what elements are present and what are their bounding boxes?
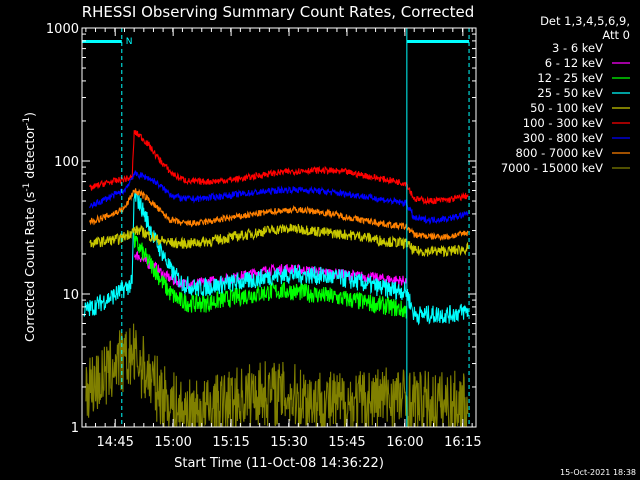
- series-line-1: [133, 265, 407, 350]
- flag-label: N: [126, 37, 133, 47]
- y-axis-label-part-1: Corrected Count Rate (s: [22, 192, 37, 342]
- chart-title: RHESSI Observing Summary Count Rates, Co…: [82, 3, 475, 21]
- series-line-6: [89, 130, 469, 206]
- series-line-3: [133, 232, 407, 319]
- y-axis-label: Corrected Count Rate (s-1 detector-1): [22, 112, 37, 342]
- legend-label: 25 - 50 keV: [537, 86, 603, 100]
- legend-label: 300 - 800 keV: [523, 131, 603, 145]
- x-tick-label: 15:30: [270, 435, 307, 450]
- series-line-8: [89, 188, 469, 241]
- y-axis-label-sup-1: -1: [22, 183, 32, 192]
- y-axis-label-part-2: detector: [22, 125, 37, 183]
- legend-label: 100 - 300 keV: [523, 116, 603, 130]
- x-tick-label: 14:45: [96, 435, 133, 450]
- x-tick-label: 16:00: [386, 435, 423, 450]
- x-tick-label: 15:15: [212, 435, 249, 450]
- series-line-4: [83, 191, 469, 326]
- y-tick-label: 1: [71, 421, 79, 436]
- x-axis: 14:45 15:00 15:15 15:30 15:45 16:00 16:15: [85, 28, 482, 450]
- x-axis-label: Start Time (11-Oct-08 14:36:22): [174, 456, 384, 471]
- legend-label: 50 - 100 keV: [530, 101, 603, 115]
- legend-header-line-1: Det 1,3,4,5,6,9,: [540, 14, 630, 28]
- legend-label: 6 - 12 keV: [545, 56, 603, 70]
- legend-label: 12 - 25 keV: [537, 71, 603, 85]
- footer-timestamp: 15-Oct-2021 18:38: [560, 468, 636, 477]
- x-tick-label: 15:45: [328, 435, 365, 450]
- y-tick-label: 100: [54, 155, 79, 170]
- series-line-7: [89, 170, 469, 226]
- x-tick-label: 15:00: [154, 435, 191, 450]
- legend-label: 7000 - 15000 keV: [501, 161, 603, 175]
- flag-bar: [406, 40, 470, 43]
- y-axis-label-sup-2: -1: [22, 117, 32, 126]
- legend-label: 3 - 6 keV: [552, 41, 603, 55]
- y-axis-label-part-3: ): [22, 112, 37, 117]
- series-layer: [83, 130, 469, 429]
- series-line-9: [85, 323, 469, 429]
- legend-header-line-2: Att 0: [602, 28, 630, 42]
- y-tick-label: 10: [62, 288, 79, 303]
- flag-bar: [82, 40, 122, 43]
- legend-label: 800 - 7000 keV: [515, 146, 603, 160]
- series-line-5: [89, 223, 469, 258]
- y-tick-label: 1000: [46, 22, 79, 37]
- y-axis: 1 10 100 1000: [46, 22, 476, 436]
- x-tick-label: 16:15: [444, 435, 481, 450]
